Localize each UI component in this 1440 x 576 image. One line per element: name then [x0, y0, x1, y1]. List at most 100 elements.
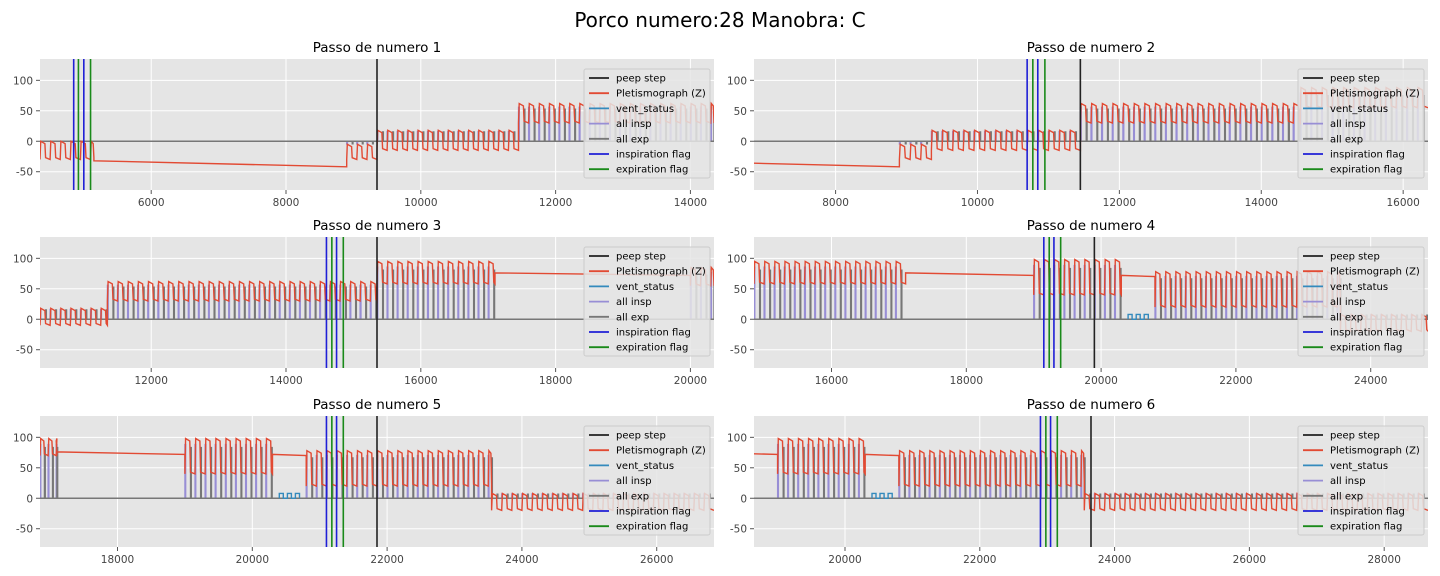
legend-label: vent_status	[1330, 282, 1388, 293]
legend-label: all insp	[1330, 119, 1366, 130]
legend-label: all insp	[616, 476, 652, 487]
legend-label: all exp	[1330, 491, 1363, 502]
legend: peep step Pletismograph (Z) vent_statusall…	[583, 246, 711, 357]
legend-label: inspiration flag	[1330, 328, 1405, 339]
vent-status-series	[1127, 313, 1149, 320]
legend-label: Pletismograph (Z)	[616, 446, 706, 457]
y-tick-label: 0	[740, 493, 747, 505]
legend-label: inspiration flag	[1330, 150, 1405, 161]
legend: peep step Pletismograph (Z) vent_statusall…	[1297, 68, 1425, 179]
x-tick-label: 14000	[674, 197, 707, 209]
legend-label: Pletismograph (Z)	[616, 89, 706, 100]
x-tick-label: 24000	[505, 554, 538, 566]
legend-label: peep step	[1330, 252, 1380, 263]
y-tick-label: 0	[740, 314, 747, 326]
y-tick-label: 100	[727, 253, 747, 265]
legend-box	[1297, 425, 1425, 536]
legend-label: inspiration flag	[616, 150, 691, 161]
x-tick-label: 12000	[1103, 197, 1136, 209]
x-tick-label: 20000	[236, 554, 269, 566]
legend-box	[583, 68, 711, 179]
subplot-3: 12000 14000 16000 18000 20000 100 50 0 -50 Passo …	[13, 218, 714, 387]
legend-label: inspiration flag	[1330, 507, 1405, 518]
y-tick-label: 0	[26, 493, 33, 505]
x-tick-label: 24000	[1354, 375, 1387, 387]
legend: peep step Pletismograph (Z) vent_statusall…	[583, 68, 711, 179]
subplot-title: Passo de numero 6	[1027, 397, 1156, 413]
legend-label: peep step	[1330, 431, 1380, 442]
x-tick-label: 28000	[1367, 554, 1400, 566]
y-tick-label: 0	[26, 136, 33, 148]
legend-label: expiration flag	[1330, 522, 1402, 533]
legend-label: expiration flag	[616, 522, 688, 533]
legend: peep step Pletismograph (Z) vent_statusall…	[1297, 246, 1425, 357]
x-tick-label: 8000	[822, 197, 849, 209]
x-tick-label: 6000	[138, 197, 165, 209]
x-tick-label: 18000	[950, 375, 983, 387]
legend-label: all exp	[616, 491, 649, 502]
x-tick-label: 18000	[101, 554, 134, 566]
legend-label: Pletismograph (Z)	[1330, 267, 1420, 278]
x-tick-label: 16000	[815, 375, 848, 387]
legend-box	[1297, 68, 1425, 179]
legend: peep step Pletismograph (Z) vent_statusall…	[1297, 425, 1425, 536]
subplot-title: Passo de numero 2	[1027, 40, 1156, 56]
subplot-4: 16000 18000 20000 22000 24000 100 50 0 -50 Passo …	[727, 218, 1428, 387]
x-tick-label: 12000	[539, 197, 572, 209]
y-tick-label: -50	[730, 345, 747, 357]
y-tick-label: 50	[734, 106, 747, 118]
x-tick-label: 22000	[1219, 375, 1252, 387]
legend-label: all exp	[1330, 134, 1363, 145]
legend-label: all insp	[1330, 297, 1366, 308]
x-tick-label: 20000	[674, 375, 707, 387]
legend-label: peep step	[616, 252, 666, 263]
x-tick-label: 14000	[1245, 197, 1278, 209]
y-tick-label: 50	[20, 106, 33, 118]
legend-label: peep step	[616, 74, 666, 85]
legend-label: vent_status	[616, 282, 674, 293]
subplot-2: 8000 10000 12000 14000 16000 100 50 0 -50 Passo d…	[727, 40, 1428, 209]
x-tick-label: 24000	[1098, 554, 1131, 566]
x-tick-label: 12000	[135, 375, 168, 387]
legend-label: all exp	[616, 134, 649, 145]
legend: peep step Pletismograph (Z) vent_statusall…	[583, 425, 711, 536]
legend-label: peep step	[616, 431, 666, 442]
y-tick-label: 50	[734, 463, 747, 475]
legend-label: Pletismograph (Z)	[1330, 446, 1420, 457]
legend-label: Pletismograph (Z)	[616, 267, 706, 278]
y-tick-label: -50	[730, 167, 747, 179]
subplot-title: Passo de numero 4	[1027, 218, 1156, 234]
y-tick-label: 50	[734, 284, 747, 296]
legend-box	[583, 246, 711, 357]
subplot-title: Passo de numero 1	[313, 40, 442, 56]
y-tick-label: 0	[740, 136, 747, 148]
x-tick-label: 26000	[640, 554, 673, 566]
subplot-6: 20000 22000 24000 26000 28000 100 50 0 -50 Passo …	[727, 397, 1428, 566]
y-tick-label: 0	[26, 314, 33, 326]
legend-label: vent_status	[616, 461, 674, 472]
legend-label: expiration flag	[616, 165, 688, 176]
x-tick-label: 8000	[273, 197, 300, 209]
y-tick-label: -50	[730, 524, 747, 536]
legend-box	[1297, 246, 1425, 357]
subplot-title: Passo de numero 3	[313, 218, 442, 234]
legend-label: Pletismograph (Z)	[1330, 89, 1420, 100]
legend-label: expiration flag	[616, 343, 688, 354]
x-tick-label: 20000	[1084, 375, 1117, 387]
x-tick-label: 22000	[963, 554, 996, 566]
y-tick-label: 100	[13, 253, 33, 265]
legend-label: inspiration flag	[616, 507, 691, 518]
vent-status-series	[871, 492, 893, 499]
legend-label: vent_status	[1330, 104, 1388, 115]
legend-label: all exp	[1330, 312, 1363, 323]
x-tick-label: 18000	[539, 375, 572, 387]
x-tick-label: 10000	[961, 197, 994, 209]
y-tick-label: 100	[13, 75, 33, 87]
y-tick-label: 100	[727, 432, 747, 444]
legend-label: expiration flag	[1330, 343, 1402, 354]
x-tick-label: 16000	[1386, 197, 1419, 209]
x-tick-label: 10000	[404, 197, 437, 209]
subplot-1: 6000 8000 10000 12000 14000 100 50 0 -50 Passo de…	[13, 40, 714, 209]
legend-label: inspiration flag	[616, 328, 691, 339]
